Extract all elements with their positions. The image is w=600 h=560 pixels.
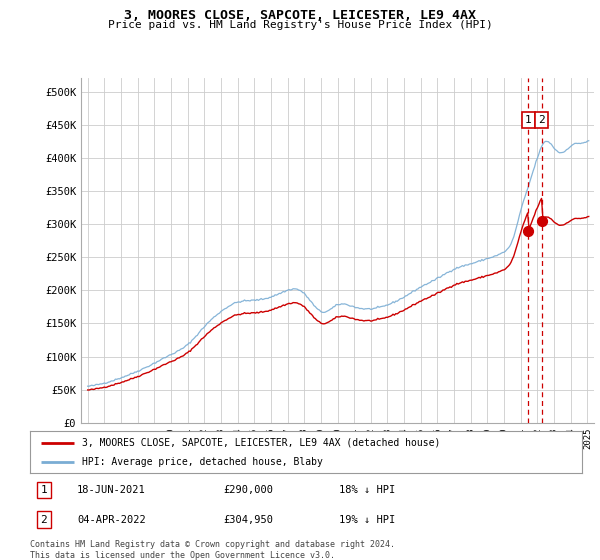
Text: 2: 2 xyxy=(538,115,545,125)
Text: Price paid vs. HM Land Registry's House Price Index (HPI): Price paid vs. HM Land Registry's House … xyxy=(107,20,493,30)
Text: 19% ↓ HPI: 19% ↓ HPI xyxy=(339,515,395,525)
Text: £290,000: £290,000 xyxy=(223,485,273,495)
Point xyxy=(537,216,547,225)
Text: HPI: Average price, detached house, Blaby: HPI: Average price, detached house, Blab… xyxy=(82,457,323,467)
Text: 1: 1 xyxy=(40,485,47,495)
Text: 3, MOORES CLOSE, SAPCOTE, LEICESTER, LE9 4AX (detached house): 3, MOORES CLOSE, SAPCOTE, LEICESTER, LE9… xyxy=(82,437,441,447)
Text: 1: 1 xyxy=(525,115,532,125)
Text: 3, MOORES CLOSE, SAPCOTE, LEICESTER, LE9 4AX: 3, MOORES CLOSE, SAPCOTE, LEICESTER, LE9… xyxy=(124,9,476,22)
Text: 18% ↓ HPI: 18% ↓ HPI xyxy=(339,485,395,495)
Text: Contains HM Land Registry data © Crown copyright and database right 2024.
This d: Contains HM Land Registry data © Crown c… xyxy=(30,540,395,560)
Text: £304,950: £304,950 xyxy=(223,515,273,525)
Text: 04-APR-2022: 04-APR-2022 xyxy=(77,515,146,525)
Text: 18-JUN-2021: 18-JUN-2021 xyxy=(77,485,146,495)
Point xyxy=(524,226,533,235)
Text: 2: 2 xyxy=(40,515,47,525)
